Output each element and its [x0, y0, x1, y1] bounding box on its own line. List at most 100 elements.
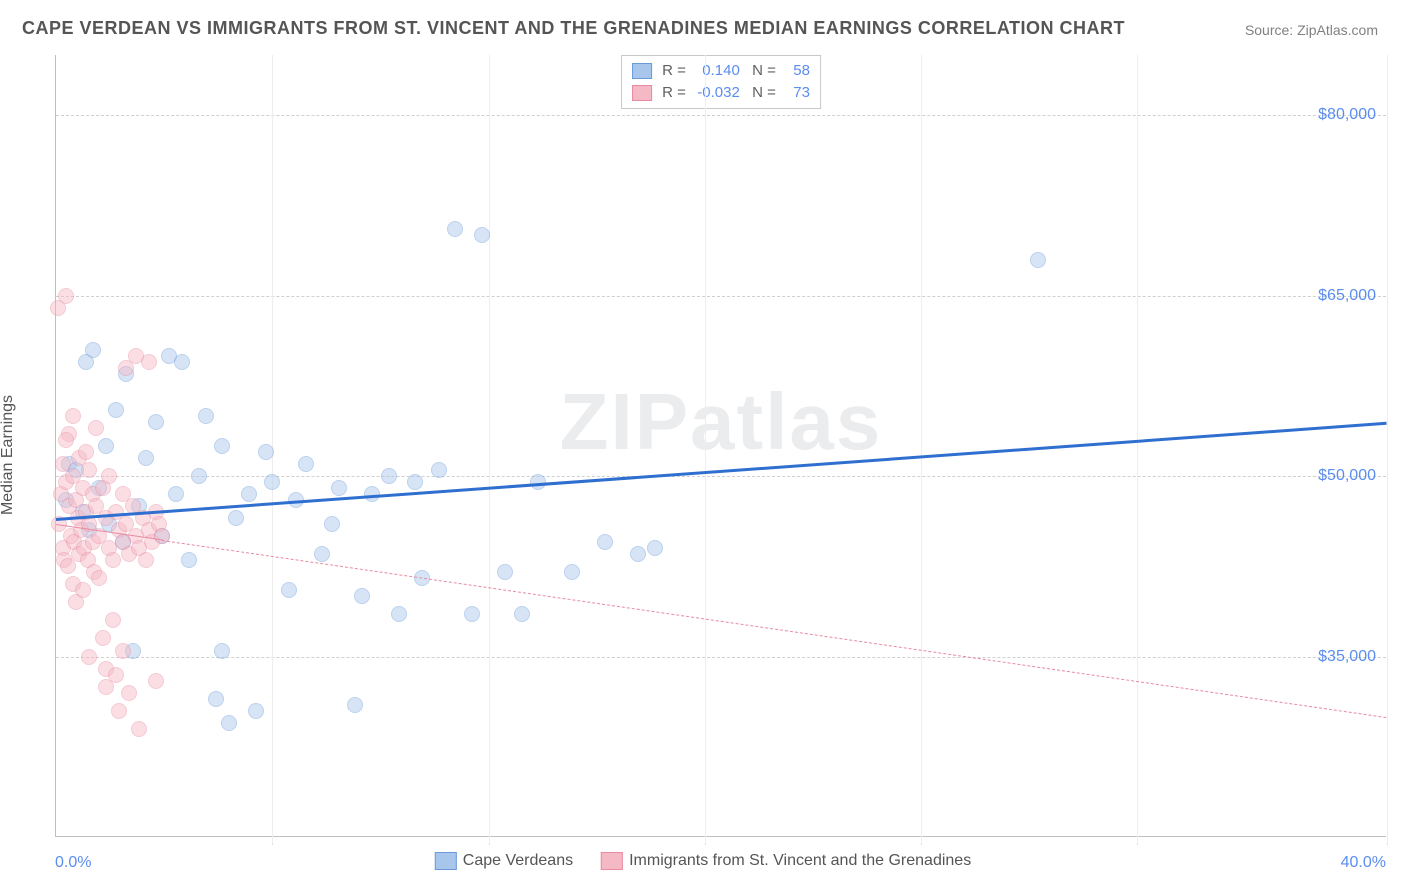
legend-label: Cape Verdeans — [463, 852, 573, 869]
scatter-point — [597, 534, 613, 550]
legend-swatch — [632, 63, 652, 79]
scatter-point — [324, 516, 340, 532]
r-label: R = — [662, 60, 686, 82]
r-value: 0.140 — [690, 60, 740, 82]
scatter-point — [78, 444, 94, 460]
scatter-point — [58, 432, 74, 448]
scatter-point — [138, 552, 154, 568]
scatter-point — [314, 546, 330, 562]
chart-title: CAPE VERDEAN VS IMMIGRANTS FROM ST. VINC… — [22, 18, 1125, 39]
n-label: N = — [744, 60, 776, 82]
gridline-horizontal — [56, 296, 1386, 297]
scatter-point — [95, 630, 111, 646]
correlation-legend: R =0.140 N =58R =-0.032 N =73 — [621, 55, 821, 109]
scatter-point — [381, 468, 397, 484]
legend-swatch — [601, 852, 623, 870]
scatter-point — [248, 703, 264, 719]
scatter-point — [85, 342, 101, 358]
gridline-vertical — [1387, 55, 1388, 844]
gridline-vertical — [921, 55, 922, 844]
x-axis-min-label: 0.0% — [55, 854, 91, 872]
scatter-point — [168, 486, 184, 502]
scatter-point — [198, 408, 214, 424]
scatter-point — [191, 468, 207, 484]
scatter-point — [431, 462, 447, 478]
scatter-point — [347, 697, 363, 713]
scatter-point — [105, 612, 121, 628]
scatter-point — [354, 588, 370, 604]
scatter-point — [108, 402, 124, 418]
r-value: -0.032 — [690, 82, 740, 104]
n-value: 73 — [780, 82, 810, 104]
trend-line — [56, 422, 1387, 521]
y-tick-label: $80,000 — [1318, 106, 1376, 124]
scatter-point — [214, 438, 230, 454]
legend-label: Immigrants from St. Vincent and the Gren… — [629, 852, 971, 869]
gridline-horizontal — [56, 657, 1386, 658]
scatter-point — [258, 444, 274, 460]
scatter-point — [331, 480, 347, 496]
scatter-point — [111, 703, 127, 719]
scatter-point — [81, 649, 97, 665]
scatter-point — [1030, 252, 1046, 268]
y-axis-label: Median Earnings — [0, 395, 17, 515]
scatter-point — [514, 606, 530, 622]
gridline-horizontal — [56, 115, 1386, 116]
scatter-point — [75, 582, 91, 598]
legend-stat-row: R =-0.032 N =73 — [632, 82, 810, 104]
legend-item: Immigrants from St. Vincent and the Gren… — [601, 852, 971, 870]
y-tick-label: $50,000 — [1318, 467, 1376, 485]
legend-stat-row: R =0.140 N =58 — [632, 60, 810, 82]
scatter-point — [60, 558, 76, 574]
scatter-point — [464, 606, 480, 622]
scatter-point — [65, 408, 81, 424]
trend-line-extrapolated — [162, 540, 1387, 718]
source-label: Source: ZipAtlas.com — [1245, 22, 1378, 38]
scatter-point — [115, 643, 131, 659]
gridline-vertical — [1137, 55, 1138, 844]
scatter-point — [447, 221, 463, 237]
scatter-point — [91, 570, 107, 586]
scatter-point — [391, 606, 407, 622]
scatter-point — [105, 552, 121, 568]
scatter-point — [81, 462, 97, 478]
scatter-point — [141, 354, 157, 370]
watermark: ZIPatlas — [560, 376, 883, 468]
scatter-point — [647, 540, 663, 556]
legend-item: Cape Verdeans — [435, 852, 573, 870]
scatter-point — [101, 468, 117, 484]
scatter-point — [181, 552, 197, 568]
scatter-point — [221, 715, 237, 731]
gridline-vertical — [705, 55, 706, 844]
scatter-point — [148, 414, 164, 430]
scatter-point — [497, 564, 513, 580]
scatter-point — [407, 474, 423, 490]
scatter-point — [474, 227, 490, 243]
scatter-point — [148, 673, 164, 689]
scatter-point — [228, 510, 244, 526]
scatter-point — [138, 450, 154, 466]
scatter-point — [50, 300, 66, 316]
scatter-point — [131, 721, 147, 737]
scatter-point — [564, 564, 580, 580]
scatter-point — [241, 486, 257, 502]
r-label: R = — [662, 82, 686, 104]
gridline-horizontal — [56, 476, 1386, 477]
legend-swatch — [435, 852, 457, 870]
scatter-point — [214, 643, 230, 659]
legend-swatch — [632, 85, 652, 101]
scatter-point — [108, 667, 124, 683]
gridline-vertical — [489, 55, 490, 844]
scatter-point — [298, 456, 314, 472]
n-label: N = — [744, 82, 776, 104]
y-tick-label: $35,000 — [1318, 648, 1376, 666]
scatter-point — [88, 420, 104, 436]
scatter-point — [98, 438, 114, 454]
series-legend: Cape Verdeans Immigrants from St. Vincent… — [435, 852, 971, 870]
scatter-point — [264, 474, 280, 490]
scatter-point — [281, 582, 297, 598]
scatter-point — [174, 354, 190, 370]
x-axis-max-label: 40.0% — [1341, 854, 1386, 872]
scatter-point — [208, 691, 224, 707]
scatter-point — [630, 546, 646, 562]
